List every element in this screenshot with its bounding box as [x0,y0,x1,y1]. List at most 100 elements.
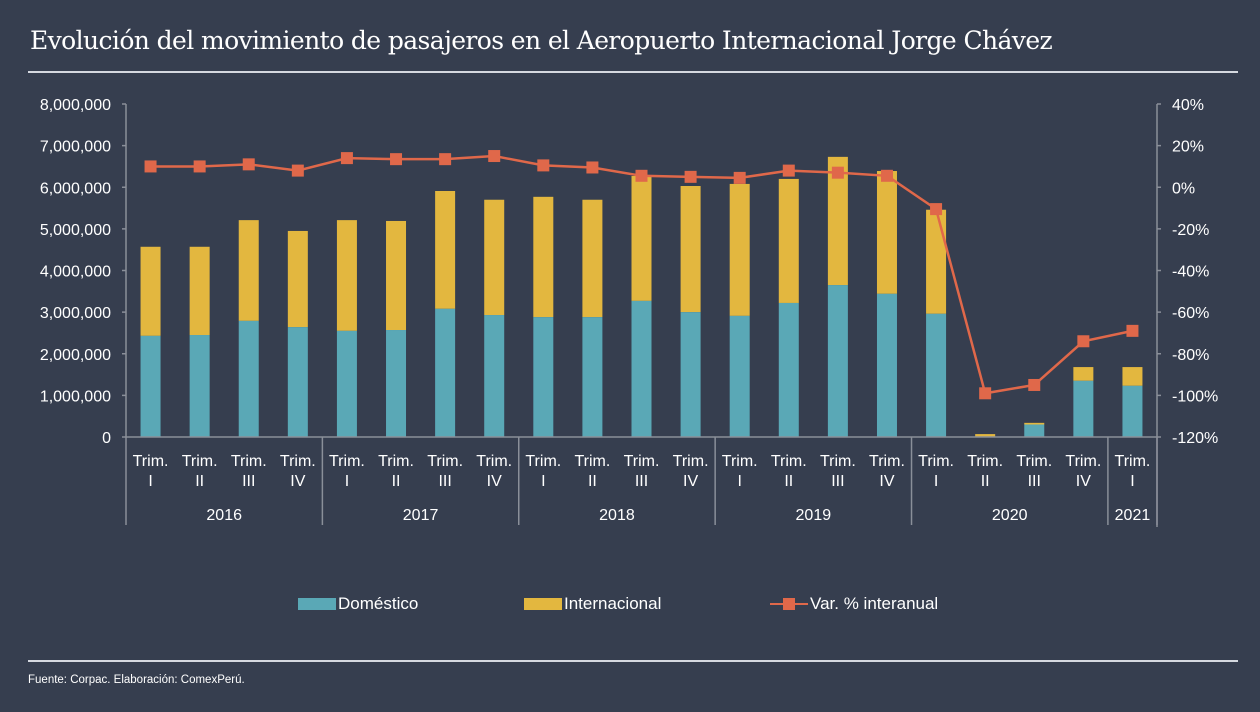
left-tick-label: 1,000,000 [40,388,111,405]
right-tick-label: -20% [1172,222,1209,239]
right-tick-label: -40% [1172,264,1209,281]
quarter-label: Trim. [1115,453,1151,470]
bar-internacional [582,199,603,318]
quarter-numeral: I [1130,473,1134,490]
bar-internacional [484,199,505,316]
left-tick-label: 3,000,000 [40,305,111,322]
variation-point [880,169,893,182]
bar-internacional [876,171,897,294]
variation-point [537,159,550,172]
variation-point [340,152,353,165]
bar-domestico [533,317,554,437]
bar-domestico [484,315,505,437]
right-axis: -120% -100% -80% -60% -40% -20% 0% 20% 40% [1156,97,1218,527]
quarter-label: Trim. [722,453,758,470]
quarter-numeral: III [831,473,844,490]
quarter-label: Trim. [378,453,414,470]
bar-internacional [1122,367,1143,386]
legend-item-domestico: Doméstico [298,594,418,614]
footer-divider [28,660,1238,662]
quarter-label: Trim. [427,453,463,470]
quarter-label: Trim. [1065,453,1101,470]
quarter-label: Trim. [673,453,709,470]
quarter-numeral: III [635,473,648,490]
bar-internacional [1024,422,1045,425]
bar-domestico [140,335,161,437]
left-tick-label: 6,000,000 [40,180,111,197]
left-tick-label: 4,000,000 [40,264,111,281]
bar-domestico [1073,380,1094,437]
quarter-numeral: II [981,473,990,490]
right-tick-label: 40% [1172,97,1204,114]
left-tick-label: 7,000,000 [40,139,111,156]
title-divider [28,71,1238,73]
variation-point [439,153,452,166]
bar-internacional [533,196,554,318]
source-note: Fuente: Corpac. Elaboración: ComexPerú. [28,674,245,686]
right-tick-label: -60% [1172,305,1209,322]
legend-label-domestico: Doméstico [338,594,419,613]
quarter-label: Trim. [476,453,512,470]
bar-domestico [189,335,210,437]
quarter-numeral: III [242,473,255,490]
bar-domestico [827,285,848,437]
right-tick-label: 20% [1172,139,1204,156]
quarter-numeral: I [934,473,938,490]
year-label: 2016 [206,507,242,524]
year-label: 2021 [1115,507,1151,524]
year-label: 2018 [599,507,635,524]
quarter-label: Trim. [280,453,316,470]
bars [140,156,1143,437]
left-axis: 0 1,000,000 2,000,000 3,000,000 4,000,000 5,0… [40,97,127,447]
chart: 0 1,000,000 2,000,000 3,000,000 4,000,000 5,0… [40,97,1218,527]
bar-domestico [729,315,750,437]
left-tick-label: 5,000,000 [40,222,111,239]
quarter-numeral: IV [683,473,698,490]
quarter-label: Trim. [624,453,660,470]
quarter-label: Trim. [525,453,561,470]
year-label: 2020 [992,507,1028,524]
quarter-numeral: I [541,473,545,490]
internacional-swatch-icon [524,598,562,610]
bar-internacional [336,220,357,331]
bar-internacional [287,230,308,328]
left-tick-label: 2,000,000 [40,347,111,364]
quarter-numeral: IV [879,473,894,490]
variation-point [242,158,255,171]
right-tick-label: -80% [1172,347,1209,364]
quarter-numeral: I [345,473,349,490]
quarter-label: Trim. [133,453,169,470]
bar-internacional [189,246,210,336]
bar-internacional [1073,367,1094,381]
bar-domestico [926,313,947,437]
quarter-label: Trim. [231,453,267,470]
variation-point [144,160,157,173]
variation-point [979,387,992,400]
quarter-numeral: IV [290,473,305,490]
variation-point [733,171,746,184]
left-tick-label: 8,000,000 [40,97,111,114]
variation-point [193,160,206,173]
quarter-label: Trim. [329,453,365,470]
bar-internacional [435,190,456,309]
bar-domestico [680,312,701,437]
quarter-label: Trim. [182,453,218,470]
left-tick-label: 0 [102,430,111,447]
variation-point [831,166,844,179]
bar-domestico [287,327,308,437]
quarter-numeral: III [438,473,451,490]
quarter-label: Trim. [918,453,954,470]
bar-domestico [631,300,652,437]
quarter-numeral: I [148,473,152,490]
right-tick-label: 0% [1172,180,1195,197]
legend-item-variacion: Var. % interanual [770,594,938,614]
variation-point [291,164,304,177]
quarter-numeral: I [737,473,741,490]
bar-domestico [778,302,799,437]
bar-internacional [729,183,750,316]
year-label: 2017 [403,507,439,524]
bar-domestico [435,308,456,437]
bar-internacional [778,178,799,303]
variation-point [1077,335,1090,348]
quarter-label: Trim. [869,453,905,470]
